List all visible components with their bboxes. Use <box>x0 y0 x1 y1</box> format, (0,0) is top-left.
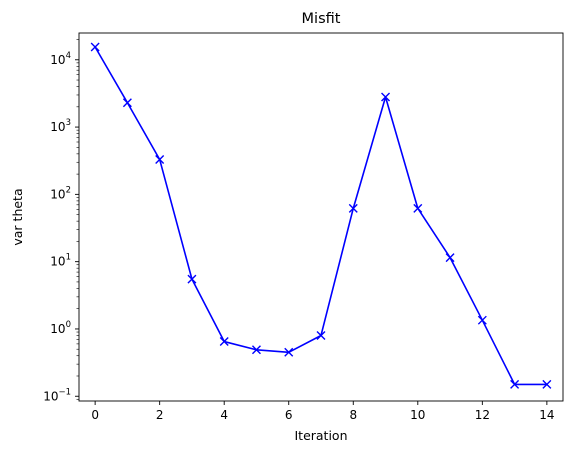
plot-area <box>78 32 564 402</box>
data-point-marker <box>348 203 358 213</box>
y-axis-label: var theta <box>10 188 25 245</box>
data-point-marker <box>510 379 520 389</box>
data-point-marker <box>122 98 132 108</box>
x-tick-label: 4 <box>220 408 228 422</box>
x-tick-label: 2 <box>156 408 164 422</box>
data-point-marker <box>155 154 165 164</box>
data-point-marker <box>445 253 455 263</box>
x-axis-label: Iteration <box>294 428 347 443</box>
x-tick-label: 0 <box>91 408 99 422</box>
y-tick-label: 100 <box>50 320 71 336</box>
y-tick-label: 101 <box>50 253 71 269</box>
data-point-marker <box>381 92 391 102</box>
x-tick-label: 10 <box>410 408 425 422</box>
x-tick-label: 14 <box>539 408 554 422</box>
y-axis: 10−1 100 101 102 103 104 <box>43 39 79 403</box>
x-tick-label: 6 <box>285 408 293 422</box>
y-tick-label: 102 <box>50 185 71 201</box>
y-tick-label: 10−1 <box>43 387 71 403</box>
y-tick-label: 104 <box>50 51 71 67</box>
data-point-marker <box>90 42 100 52</box>
y-tick-label: 103 <box>50 118 71 134</box>
series-layer <box>90 42 552 389</box>
data-point-marker <box>219 337 229 347</box>
x-tick-label: 8 <box>349 408 357 422</box>
plot-frame <box>78 32 564 402</box>
data-point-marker <box>316 330 326 340</box>
data-point-marker <box>413 203 423 213</box>
data-point-marker <box>477 315 487 325</box>
data-point-marker <box>542 379 552 389</box>
data-point-marker <box>187 274 197 284</box>
x-axis: 0 2 4 6 8 10 12 14 <box>91 401 555 422</box>
data-point-marker <box>251 345 261 355</box>
chart-title: Misfit <box>302 11 341 27</box>
data-point-marker <box>284 347 294 357</box>
x-tick-label: 12 <box>475 408 490 422</box>
